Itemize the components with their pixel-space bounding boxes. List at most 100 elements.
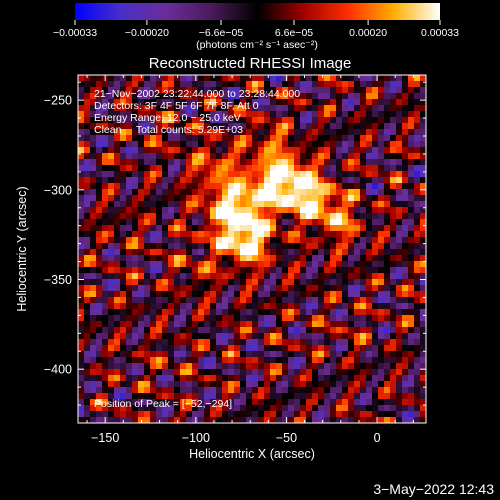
heatmap-cell — [420, 387, 427, 394]
heatmap-cell — [186, 225, 193, 232]
heatmap-cell — [156, 105, 163, 112]
heatmap-cell — [318, 171, 325, 178]
heatmap-cell — [294, 411, 301, 418]
heatmap-cell — [234, 351, 241, 358]
heatmap-cell — [372, 129, 379, 136]
heatmap-cell — [330, 405, 337, 412]
heatmap-cell — [168, 303, 175, 310]
heatmap-cell — [408, 327, 415, 334]
heatmap-cell — [300, 333, 307, 340]
heatmap-cell — [294, 81, 301, 88]
heatmap-cell — [96, 315, 103, 322]
heatmap-cell — [246, 237, 253, 244]
heatmap-cell — [318, 333, 325, 340]
heatmap-cell — [240, 165, 247, 172]
heatmap-cell — [348, 231, 355, 238]
heatmap-cell — [348, 225, 355, 232]
heatmap-cell — [258, 393, 265, 400]
heatmap-cell — [348, 75, 355, 82]
heatmap-cell — [396, 309, 403, 316]
plot-frame — [77, 74, 427, 424]
heatmap-cell — [258, 291, 265, 298]
heatmap-cell — [300, 339, 307, 346]
heatmap-cell — [204, 417, 211, 424]
heatmap-cell — [138, 117, 145, 124]
heatmap-cell — [150, 147, 157, 154]
heatmap-cell — [216, 165, 223, 172]
heatmap-cell — [270, 117, 277, 124]
heatmap-cell — [372, 387, 379, 394]
heatmap-cell — [132, 219, 139, 226]
heatmap-cell — [330, 207, 337, 214]
heatmap-cell — [264, 237, 271, 244]
heatmap-cell — [402, 135, 409, 142]
heatmap-cell — [378, 183, 385, 190]
heatmap-cell — [264, 207, 271, 214]
heatmap-cell — [270, 381, 277, 388]
heatmap-cell — [276, 309, 283, 316]
heatmap-cell — [78, 213, 85, 220]
heatmap-cell — [168, 273, 175, 280]
heatmap-cell — [330, 219, 337, 226]
heatmap-cell — [198, 189, 205, 196]
heatmap-cell — [252, 81, 259, 88]
heatmap-cell — [282, 93, 289, 100]
heatmap-cell — [366, 237, 373, 244]
heatmap-cell — [234, 273, 241, 280]
heatmap-cell — [306, 105, 313, 112]
heatmap-cell — [288, 189, 295, 196]
heatmap-cell — [210, 201, 217, 208]
heatmap-cell — [318, 339, 325, 346]
heatmap-cell — [246, 105, 253, 112]
heatmap-cell — [252, 315, 259, 322]
heatmap-cell — [192, 327, 199, 334]
heatmap-cell — [282, 411, 289, 418]
heatmap-cell — [408, 405, 415, 412]
heatmap-cell — [420, 315, 427, 322]
heatmap-cell — [360, 291, 367, 298]
heatmap-cell — [180, 207, 187, 214]
heatmap-cell — [102, 237, 109, 244]
heatmap-cell — [132, 357, 139, 364]
heatmap-cell — [186, 369, 193, 376]
heatmap-cell — [96, 243, 103, 250]
heatmap-cell — [138, 297, 145, 304]
heatmap-cell — [144, 267, 151, 274]
heatmap-cell — [174, 201, 181, 208]
heatmap-cell — [414, 399, 421, 406]
heatmap-cell — [204, 201, 211, 208]
heatmap-cell — [108, 237, 115, 244]
heatmap-cell — [240, 231, 247, 238]
heatmap-cell — [150, 315, 157, 322]
heatmap-cell — [306, 183, 313, 190]
heatmap-cell — [252, 159, 259, 166]
heatmap-cell — [186, 93, 193, 100]
heatmap-cell — [132, 147, 139, 154]
x-tick-label: −50 — [276, 431, 297, 445]
heatmap-cell — [336, 357, 343, 364]
heatmap-cell — [210, 141, 217, 148]
heatmap-cell — [138, 399, 145, 406]
heatmap-cell — [78, 297, 85, 304]
heatmap-cell — [414, 345, 421, 352]
heatmap-cell — [396, 129, 403, 136]
heatmap-cell — [162, 303, 169, 310]
heatmap-cell — [354, 291, 361, 298]
heatmap-cell — [216, 357, 223, 364]
heatmap-cell — [114, 315, 121, 322]
heatmap-cell — [378, 81, 385, 88]
heatmap-cell — [90, 171, 97, 178]
heatmap-cell — [342, 387, 349, 394]
heatmap-cell — [294, 345, 301, 352]
heatmap-cell — [330, 117, 337, 124]
heatmap-cell — [300, 303, 307, 310]
heatmap-cell — [420, 177, 427, 184]
heatmap-cell — [138, 261, 145, 268]
heatmap-cell — [228, 111, 235, 118]
heatmap-cell — [282, 147, 289, 154]
heatmap-cell — [240, 213, 247, 220]
heatmap-cell — [324, 333, 331, 340]
heatmap-cell — [90, 117, 97, 124]
heatmap-cell — [126, 261, 133, 268]
heatmap-cell — [180, 87, 187, 94]
